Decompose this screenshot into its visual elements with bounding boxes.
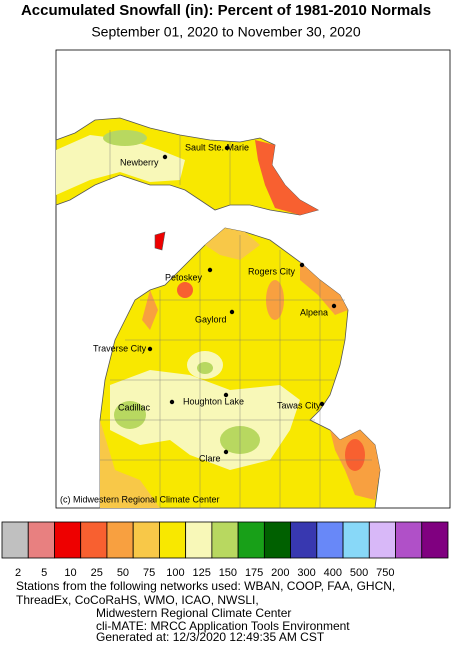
city-dot	[207, 267, 213, 273]
city-dot	[223, 392, 229, 398]
legend-label: 2	[15, 567, 21, 579]
subtitle: September 01, 2020 to November 30, 2020	[91, 24, 361, 40]
city-label: Traverse City	[93, 343, 147, 353]
legend-label: 75	[143, 567, 155, 579]
legend-label: 100	[166, 567, 184, 579]
city-dot	[319, 401, 325, 407]
map: Newberry Sault Ste. Marie Petoskey Rogers C…	[55, 49, 451, 509]
city-label: Newberry	[120, 157, 159, 167]
legend-label: 25	[91, 567, 103, 579]
map-credit: (c) Midwestern Regional Climate Center	[60, 494, 220, 504]
city-label: Rogers City	[248, 266, 296, 276]
footer-line: cli-MATE: MRCC Application Tools Environ…	[96, 619, 350, 633]
city-dot	[229, 309, 235, 315]
legend-swatch	[211, 521, 239, 559]
city-label: Houghton Lake	[183, 396, 244, 406]
legend-swatch	[132, 521, 160, 559]
city-label: Gaylord	[195, 314, 227, 324]
city-label: Clare	[199, 453, 221, 463]
legend-swatch	[395, 521, 423, 559]
city-dot	[162, 154, 168, 160]
legend-swatch	[342, 521, 370, 559]
legend-swatch	[237, 521, 265, 559]
legend-swatch	[185, 521, 213, 559]
legend-label: 300	[297, 567, 315, 579]
footer-line: ThreadEx, CoCoRaHS, WMO, ICAO, NWSLI,	[16, 593, 259, 607]
legend-label: 50	[117, 567, 129, 579]
legend-swatch	[80, 521, 108, 559]
legend-swatch	[290, 521, 318, 559]
city-label: Sault Ste. Marie	[185, 142, 249, 152]
legend-swatch	[316, 521, 344, 559]
title: Accumulated Snowfall (in): Percent of 19…	[21, 2, 431, 19]
legend-swatch	[368, 521, 396, 559]
footer: Stations from the following networks use…	[16, 579, 395, 644]
legend-swatch	[1, 521, 29, 559]
legend-swatch	[421, 521, 449, 559]
city-label: Tawas City	[277, 400, 321, 410]
legend-swatch	[54, 521, 82, 559]
legend-label: 500	[350, 567, 368, 579]
legend-label: 400	[324, 567, 342, 579]
city-dot	[224, 145, 230, 151]
legend: 2 5 10 25 50 75 100 125 150 175 200 300 400 500 750	[1, 521, 449, 579]
footer-line: Midwestern Regional Climate Center	[96, 606, 291, 620]
legend-swatch	[106, 521, 134, 559]
city-dot	[331, 303, 337, 309]
footer-line: Stations from the following networks use…	[16, 579, 395, 593]
city-dot	[223, 449, 229, 455]
legend-swatch	[263, 521, 291, 559]
legend-label: 150	[219, 567, 237, 579]
legend-swatch	[27, 521, 55, 559]
legend-label: 10	[64, 567, 76, 579]
legend-label: 200	[271, 567, 289, 579]
city-dot	[169, 399, 175, 405]
city-dot	[147, 346, 153, 352]
legend-swatch	[159, 521, 187, 559]
legend-label: 175	[245, 567, 263, 579]
city-dot	[299, 262, 305, 268]
city-label: Petoskey	[165, 272, 203, 282]
legend-label: 750	[376, 567, 394, 579]
city-label: Alpena	[300, 307, 328, 317]
footer-line: Generated at: 12/3/2020 12:49:35 AM CST	[96, 630, 325, 641]
city-label: Cadillac	[118, 402, 151, 412]
legend-label: 125	[192, 567, 210, 579]
legend-label: 5	[41, 567, 47, 579]
